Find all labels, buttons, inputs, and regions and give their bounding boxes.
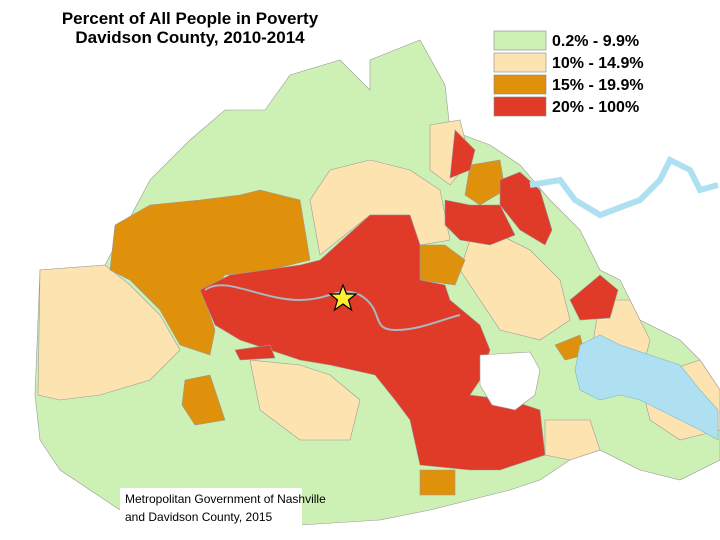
- legend-swatch: [493, 74, 547, 95]
- region: [37, 264, 181, 401]
- region: [181, 374, 226, 426]
- legend: 0.2% - 9.9% 10% - 14.9% 15% - 19.9% 20% - 1…: [490, 28, 676, 120]
- credit: Metropolitan Government of Nashville: [125, 492, 326, 506]
- river-upper: [529, 155, 719, 219]
- credit-box: [120, 488, 302, 526]
- region: [569, 274, 619, 321]
- region: [464, 159, 506, 206]
- region: [499, 171, 553, 246]
- legend-label: 15% - 19.9%: [552, 77, 644, 94]
- region: [234, 344, 276, 361]
- river: [204, 284, 461, 332]
- no-data-area: [479, 351, 541, 411]
- title: Davidson County, 2010-2014: [75, 28, 305, 47]
- map: [34, 39, 720, 526]
- legend-label: 20% - 100%: [552, 99, 639, 116]
- region: [449, 129, 476, 179]
- region: [309, 159, 451, 256]
- legend-label: 10% - 14.9%: [552, 55, 644, 72]
- region: [249, 359, 361, 441]
- region: [444, 199, 516, 246]
- legend-swatch: [493, 52, 547, 73]
- region: [459, 234, 571, 341]
- title: Percent of All People in Poverty: [62, 9, 319, 28]
- credit: and Davidson County, 2015: [125, 510, 273, 524]
- legend-label: 0.2% - 9.9%: [552, 33, 639, 50]
- region: [544, 419, 601, 461]
- region: [419, 469, 456, 496]
- legend-swatch: [493, 30, 547, 51]
- lake: [574, 334, 719, 441]
- legend-swatch: [493, 96, 547, 117]
- star-marker: [328, 283, 358, 312]
